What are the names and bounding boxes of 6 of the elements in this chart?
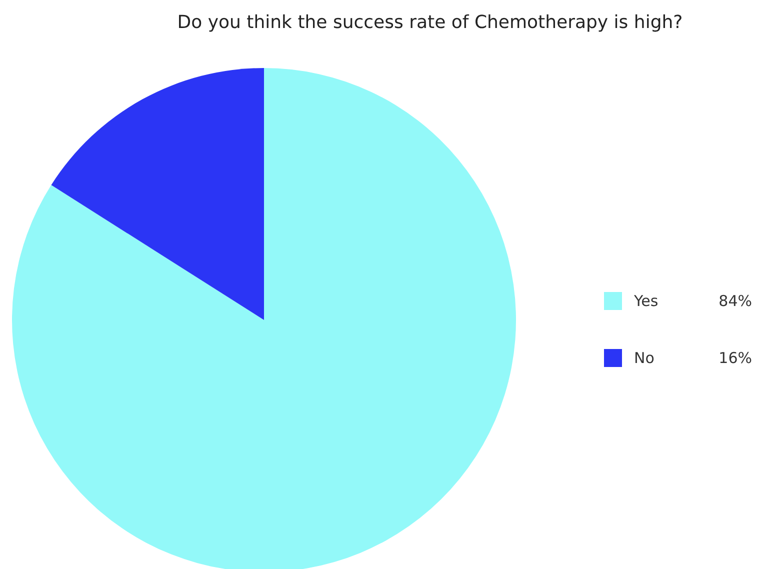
data-label: 84%: [718, 292, 752, 310]
legend-label: Yes: [633, 292, 658, 310]
legend-label: No: [634, 349, 654, 367]
data-label: 16%: [718, 349, 752, 367]
chart-title: Do you think the success rate of Chemotherapy is high?: [177, 12, 683, 33]
pie-slice: [51, 68, 264, 320]
